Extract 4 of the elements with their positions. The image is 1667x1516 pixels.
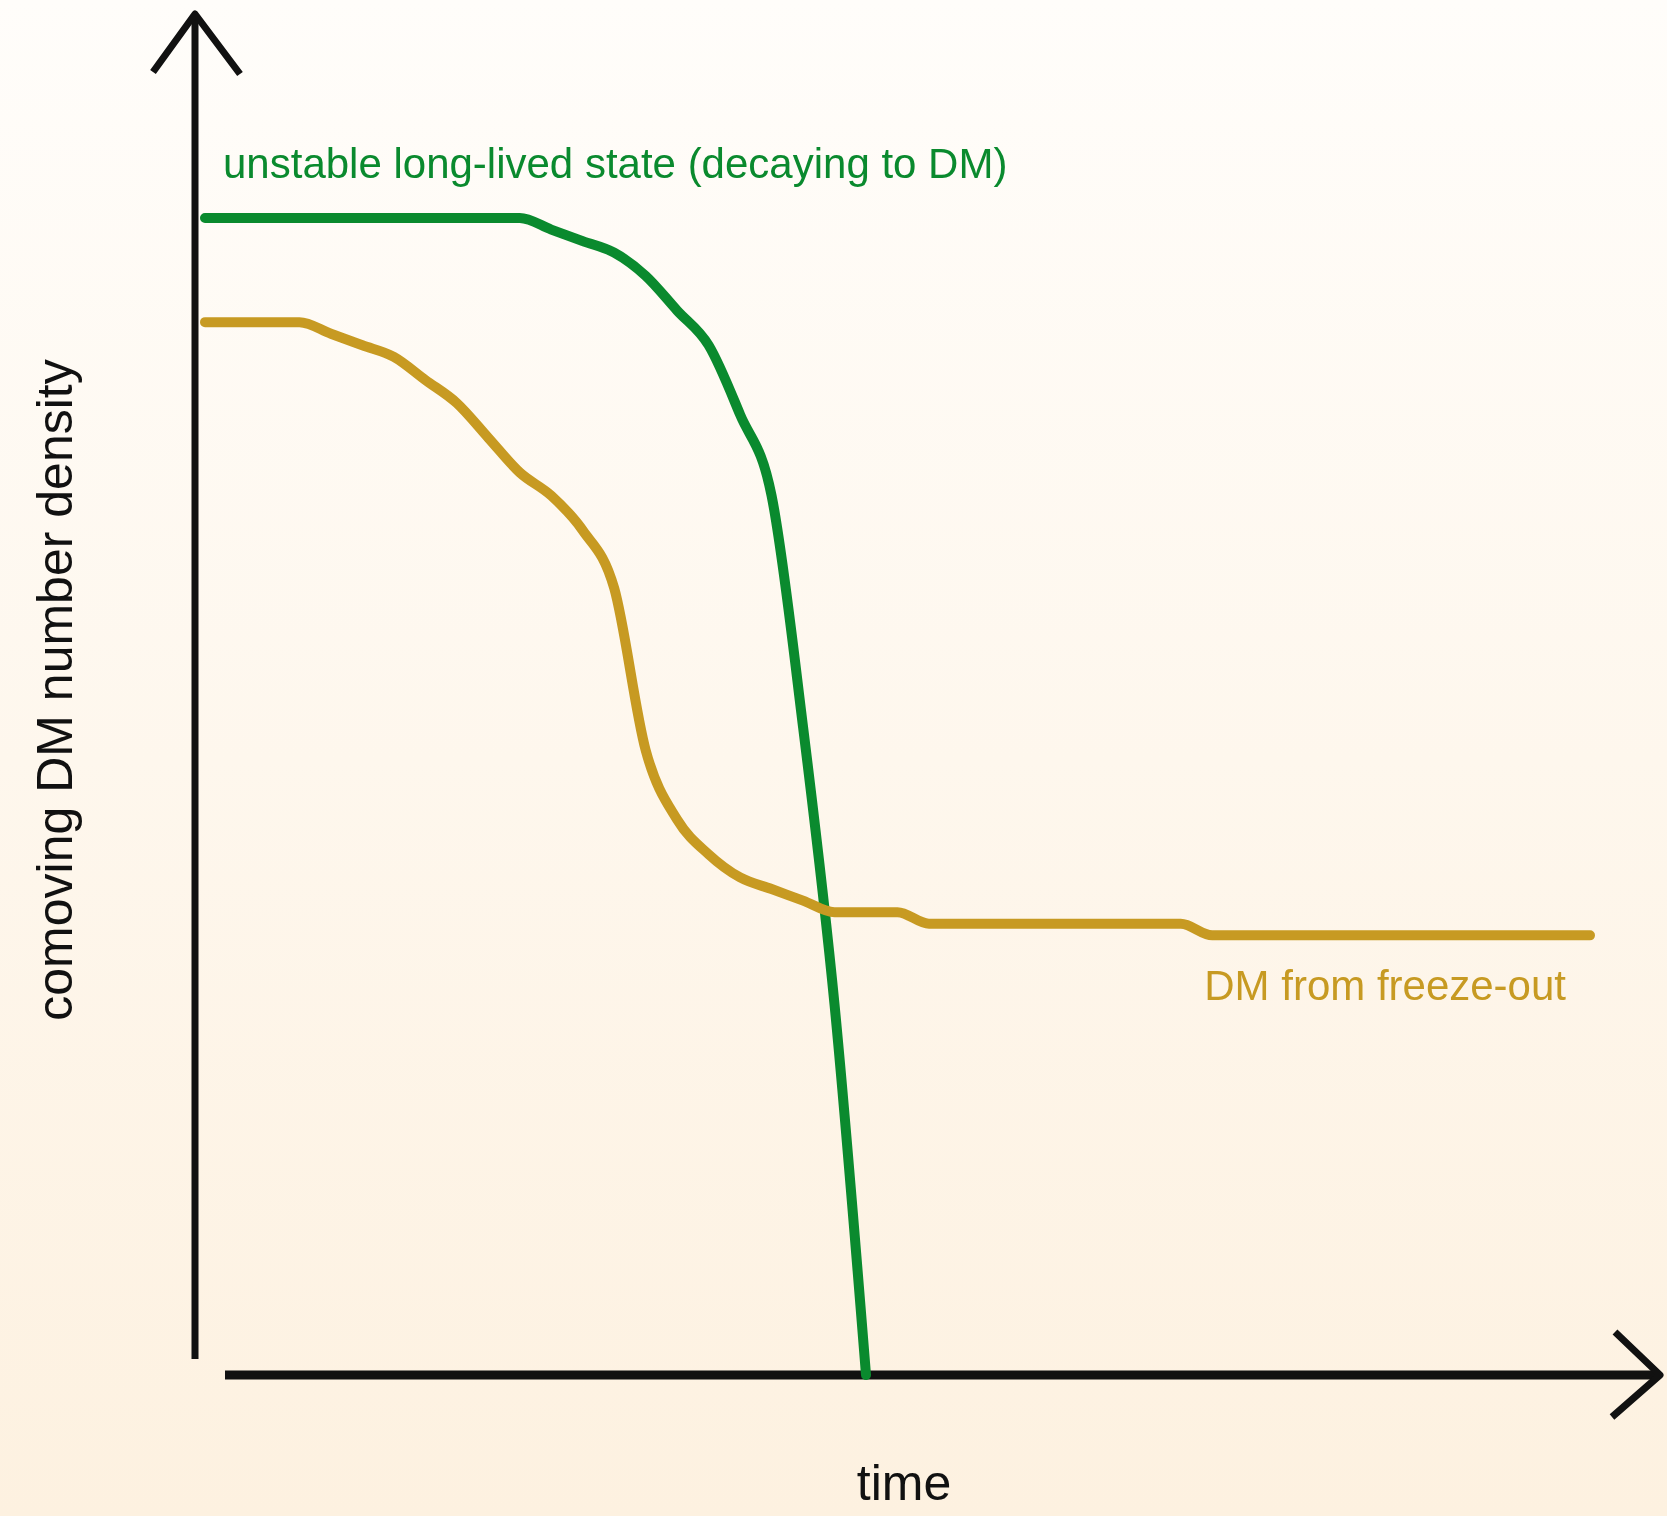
series-label: unstable long-lived state (decaying to DM)	[223, 140, 1008, 187]
y-axis-title: comoving DM number density	[27, 359, 83, 1021]
series-label: DM from freeze-out	[1204, 962, 1567, 1009]
x-axis-title: time	[856, 1455, 952, 1511]
